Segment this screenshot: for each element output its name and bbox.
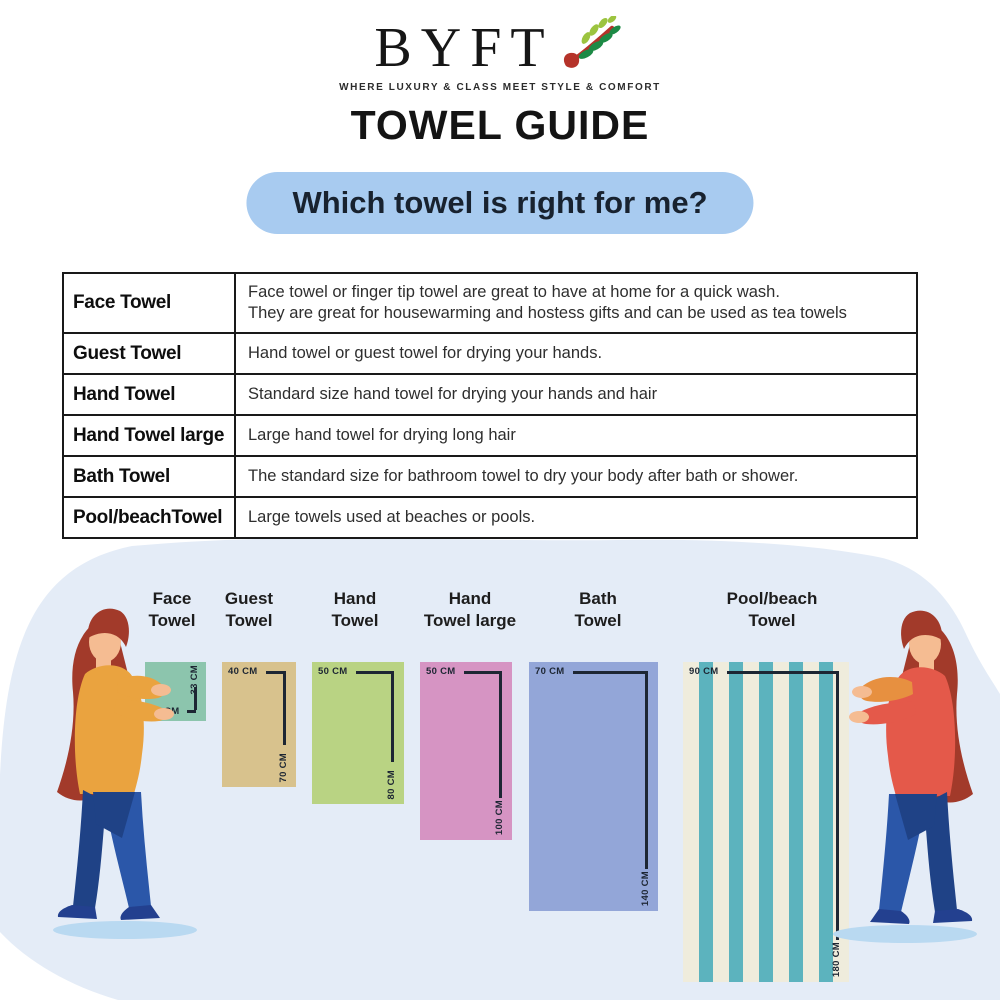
size-chart-column-label: Face Towel (148, 589, 196, 631)
towel-swatch: 90 CM 180 CM (683, 662, 849, 982)
towel-swatch: 40 CM 70 CM (222, 662, 296, 787)
towel-description: Standard size hand towel for drying your… (248, 384, 658, 403)
table-row: Face Towel Face towel or finger tip towel… (64, 274, 916, 332)
table-row: Hand Towel large Large hand towel for dry… (64, 414, 916, 455)
dimension-line (194, 687, 197, 710)
dimension-line (356, 671, 393, 674)
dimension-line (266, 671, 285, 674)
illustration-woman-right (833, 610, 977, 943)
question-banner: Which towel is right for me? (246, 172, 754, 234)
towel-swatch: 50 CM 80 CM (312, 662, 404, 804)
size-chart-column-label: Hand Towel large (423, 589, 517, 631)
brand-tagline: WHERE LUXURY & CLASS MEET STYLE & COMFOR… (339, 82, 661, 93)
dimension-label: 80 CM (386, 769, 397, 799)
page-title: TOWEL GUIDE (350, 102, 650, 148)
dimension-line (727, 671, 838, 674)
size-chart-column-label: Pool/beach Towel (726, 589, 818, 631)
towel-swatch: 50 CM 100 CM (420, 662, 512, 840)
size-chart-column-label: Hand Towel (331, 589, 379, 631)
dimension-label: 90 CM (689, 666, 719, 677)
towel-type-label: Hand Towel large (64, 416, 236, 455)
table-row: Pool/beachTowel Large towels used at beac… (64, 496, 916, 537)
dimension-label: 140 CM (640, 870, 651, 906)
towel-type-label: Guest Towel (64, 334, 236, 373)
dimension-line (187, 710, 196, 713)
dimension-label: 50 CM (426, 666, 456, 677)
dimension-line (283, 671, 286, 745)
table-row: Bath Towel The standard size for bathroom… (64, 455, 916, 496)
towel-description: The standard size for bathroom towel to … (248, 466, 799, 485)
towel-description: Hand towel or guest towel for drying you… (248, 343, 603, 362)
dimension-line (391, 671, 394, 762)
towel-info-table: Face Towel Face towel or finger tip towel… (62, 272, 918, 539)
brand-logo: BYFT (374, 17, 554, 79)
towel-description: Large towels used at beaches or pools. (248, 507, 536, 526)
dimension-label: 100 CM (494, 799, 505, 835)
towel-type-label: Hand Towel (64, 375, 236, 414)
table-row: Hand Towel Standard size hand towel for d… (64, 373, 916, 414)
illustration-woman-left (53, 608, 197, 939)
table-row: Guest Towel Hand towel or guest towel for… (64, 332, 916, 373)
towel-description: Face towel or finger tip towel are great… (248, 282, 847, 322)
leaf-sprig-icon (563, 16, 621, 68)
size-chart-column-label: Bath Towel (574, 589, 622, 631)
towel-type-label: Pool/beachTowel (64, 498, 236, 537)
dimension-line (573, 671, 647, 674)
dimension-label: 40 CM (228, 666, 258, 677)
dimension-line (645, 671, 648, 869)
dimension-label: 70 CM (278, 752, 289, 782)
towel-type-label: Face Towel (64, 274, 236, 332)
towel-swatch: 70 CM 140 CM (529, 662, 658, 911)
dimension-label: 50 CM (318, 666, 348, 677)
dimension-line (464, 671, 501, 674)
dimension-line (499, 671, 502, 798)
dimension-label: 70 CM (535, 666, 565, 677)
dimension-line (836, 671, 839, 940)
towel-description: Large hand towel for drying long hair (248, 425, 516, 444)
brand-header: BYFT (0, 16, 1000, 79)
size-chart-column-label: Guest Towel (224, 589, 274, 631)
towel-type-label: Bath Towel (64, 457, 236, 496)
